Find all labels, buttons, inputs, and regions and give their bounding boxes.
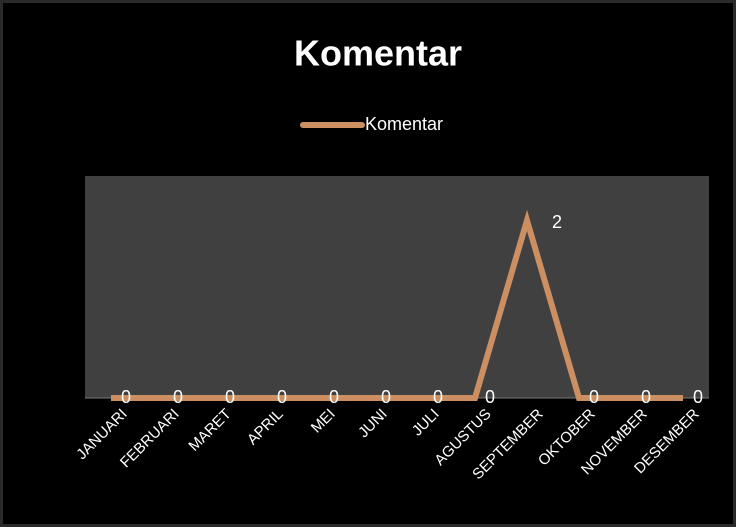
data-label: 0 xyxy=(225,387,235,407)
data-label: 0 xyxy=(693,387,703,407)
data-label: 0 xyxy=(433,387,443,407)
line xyxy=(111,209,683,401)
plot-area xyxy=(85,176,709,398)
data-label: 0 xyxy=(277,387,287,407)
data-label: 2 xyxy=(552,212,562,232)
data-label: 0 xyxy=(173,387,183,407)
legend-label: Komentar xyxy=(365,114,443,134)
chart-title: Komentar xyxy=(294,33,462,74)
data-label: 0 xyxy=(381,387,391,407)
data-label: 0 xyxy=(329,387,339,407)
data-label: 0 xyxy=(485,387,495,407)
data-label: 0 xyxy=(641,387,651,407)
data-label: 0 xyxy=(589,387,599,407)
data-label: 0 xyxy=(121,387,131,407)
